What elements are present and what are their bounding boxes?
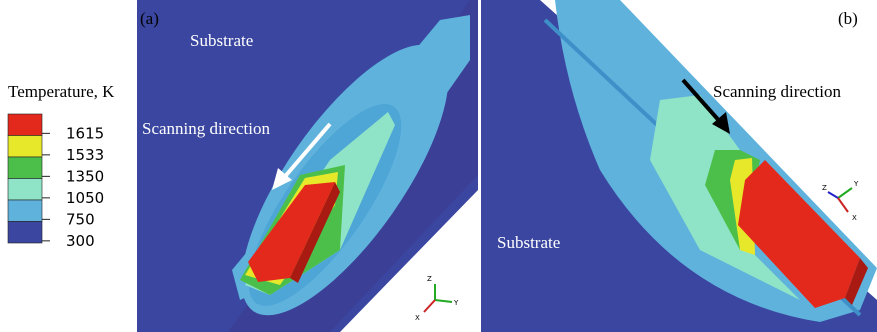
- figure: Temperature, K 1615 1533 1350 1050 750 300 (a…: [0, 0, 877, 332]
- legend-swatch: [8, 200, 42, 222]
- legend-label: 1050: [66, 189, 104, 207]
- legend-label: 1615: [66, 124, 104, 142]
- annotation: Scanning direction: [142, 119, 270, 138]
- annotation: Scanning direction: [713, 82, 841, 101]
- axis-label: X: [852, 214, 857, 222]
- legend: Temperature, K 1615 1533 1350 1050 750 300: [8, 82, 115, 250]
- panel-label: (a): [140, 9, 159, 28]
- panel-a: (a) Substrate Scanning direction Z Y X: [137, 0, 484, 332]
- legend-swatch: [8, 157, 42, 179]
- axis-label: Z: [427, 275, 432, 283]
- annotation: Substrate: [497, 233, 560, 252]
- panel-label: (b): [838, 9, 858, 28]
- legend-swatch: [8, 222, 42, 244]
- legend-title: Temperature, K: [8, 82, 115, 101]
- axis-label: Y: [453, 299, 459, 307]
- legend-swatch: [8, 136, 42, 158]
- legend-label: 300: [66, 232, 95, 250]
- legend-label: 1533: [66, 146, 104, 164]
- legend-label: 750: [66, 210, 95, 228]
- panel-b: (b) Scanning direction Substrate Z Y X: [481, 0, 877, 332]
- legend-swatch: [8, 179, 42, 201]
- legend-label: 1350: [66, 167, 104, 185]
- axis-label: X: [415, 314, 420, 322]
- axis-label: Y: [853, 180, 859, 188]
- annotation: Substrate: [190, 31, 253, 50]
- legend-swatch: [8, 114, 42, 136]
- axis-label: Z: [822, 184, 827, 192]
